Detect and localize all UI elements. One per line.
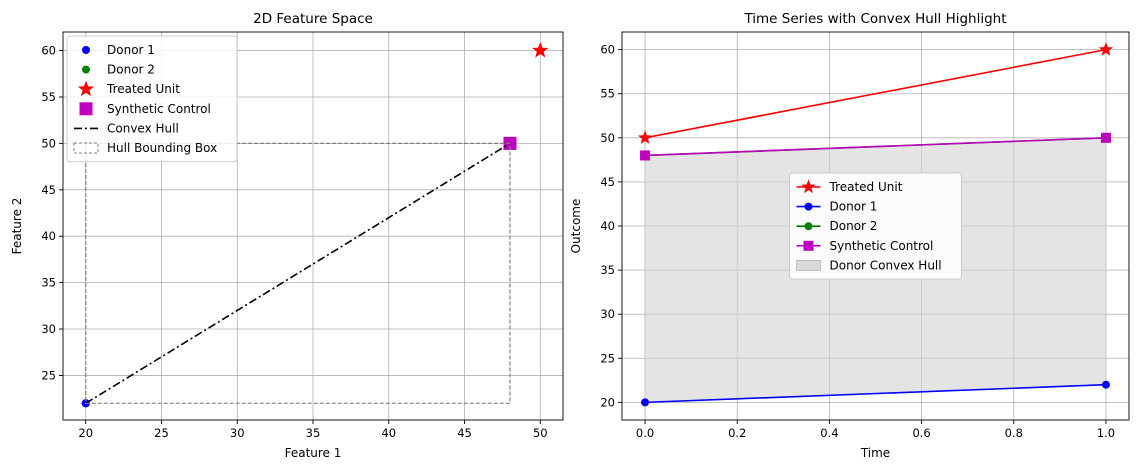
- y-tick-label: 20: [600, 395, 615, 409]
- plot-area: [81, 42, 549, 408]
- treated-unit-line: [644, 48, 1107, 139]
- legend-label-synthetic-control: Synthetic Control: [830, 239, 934, 253]
- y-tick-label: 35: [600, 263, 615, 277]
- legend-label-donor-2: Donor 2: [107, 63, 155, 77]
- y-tick-label: 30: [41, 322, 56, 336]
- x-tick-label: 0.0: [636, 426, 654, 440]
- donor-1-point: [1101, 380, 1110, 389]
- y-tick-label: 50: [600, 131, 615, 145]
- y-tick-label: 45: [41, 183, 56, 197]
- legend-box: [66, 35, 238, 163]
- legend-label-treated-unit: Treated Unit: [106, 82, 180, 96]
- convex-hull-line: [85, 142, 511, 404]
- legend-swatch-hull-bounding-box: [73, 142, 99, 154]
- legend-box: [789, 172, 962, 280]
- y-tick-label: 30: [600, 307, 615, 321]
- legend-label-donor-2: Donor 2: [830, 219, 878, 233]
- hull-bounding-box: [85, 142, 511, 404]
- chart-title: Time Series with Convex Hull Highlight: [743, 11, 1006, 27]
- feature-space-panel: 2D Feature Space Feature 1 Feature 2 20 2…: [10, 11, 564, 460]
- chart-title: 2D Feature Space: [253, 11, 373, 27]
- legend-label-donor-convex-hull: Donor Convex Hull: [830, 258, 942, 272]
- x-axis-label: Time: [860, 446, 890, 460]
- x-tick-label: 45: [457, 426, 472, 440]
- legend-swatch-donor-convex-hull: [796, 259, 821, 271]
- legend-label-donor-1: Donor 1: [830, 200, 878, 214]
- x-tick-label: 50: [533, 426, 548, 440]
- legend-label-hull-bounding-box: Hull Bounding Box: [107, 141, 217, 155]
- legend-marker-donor-2: [804, 222, 813, 231]
- y-tick-label: 55: [600, 87, 615, 101]
- legend-label-treated-unit: Treated Unit: [829, 180, 903, 194]
- time-series-panel: Time Series with Convex Hull Highlight T…: [569, 11, 1130, 460]
- x-tick-label: 35: [306, 426, 321, 440]
- legend-marker-synthetic-control: [803, 240, 814, 251]
- y-tick-label: 50: [41, 136, 56, 150]
- x-tick-label: 40: [381, 426, 396, 440]
- legend-label-donor-1: Donor 1: [107, 43, 155, 57]
- y-tick-label: 40: [41, 229, 56, 243]
- y-tick-label: 25: [600, 351, 615, 365]
- x-tick-label: 20: [78, 426, 93, 440]
- synthetic-control-point: [640, 150, 651, 161]
- legend-marker-donor-2: [82, 65, 90, 74]
- x-tick-label: 0.8: [1005, 426, 1023, 440]
- y-tick-label: 35: [41, 276, 56, 290]
- legend-label-synthetic-control: Synthetic Control: [107, 102, 211, 116]
- legend-marker-donor-1: [804, 202, 813, 211]
- x-tick-label: 0.4: [820, 426, 838, 440]
- synthetic-control-line: [645, 137, 1106, 157]
- x-tick-label: 0.6: [912, 426, 930, 440]
- y-tick-label: 55: [41, 90, 56, 104]
- treated-unit-point: [637, 130, 653, 144]
- legend-marker-treated-unit: [77, 80, 95, 97]
- legend: Treated Unit Donor 1 Donor 2 Synthetic Cont…: [789, 172, 962, 280]
- donor-1-point: [641, 398, 650, 407]
- legend: Donor 1 Donor 2 Treated Unit Synthetic Cont…: [66, 35, 238, 163]
- y-tick-label: 40: [600, 219, 615, 233]
- synthetic-control-point: [1100, 132, 1111, 143]
- legend-label-convex-hull: Convex Hull: [107, 121, 179, 135]
- legend-marker-synthetic-control: [79, 102, 93, 116]
- y-tick-label: 60: [600, 43, 615, 57]
- x-tick-label: 30: [230, 426, 245, 440]
- treated-unit-point: [532, 42, 549, 58]
- treated-unit-point: [1098, 42, 1114, 56]
- legend-marker-treated-unit: [801, 179, 816, 194]
- y-tick-label: 45: [600, 175, 615, 189]
- x-tick-label: 25: [154, 426, 169, 440]
- donor-1-line: [645, 383, 1106, 404]
- axes-frame: [62, 31, 564, 421]
- x-axis-label: Feature 1: [285, 446, 342, 460]
- y-tick-label: 25: [41, 368, 56, 382]
- y-tick-label: 60: [41, 44, 56, 58]
- legend-marker-donor-1: [82, 46, 90, 54]
- x-tick-label: 1.0: [1097, 426, 1115, 440]
- axes-frame: [621, 31, 1130, 421]
- y-axis-label: Feature 2: [10, 198, 24, 255]
- y-axis-label: Outcome: [569, 199, 583, 254]
- x-tick-label: 0.2: [728, 426, 746, 440]
